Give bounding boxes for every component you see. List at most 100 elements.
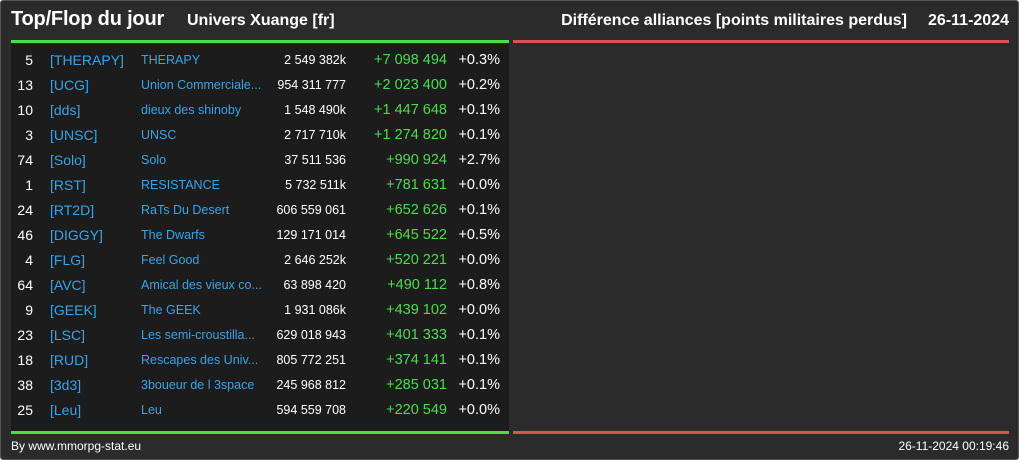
alliance-tag-link[interactable]: [RUD]: [50, 352, 89, 368]
points-cell: 2 646 252k: [284, 253, 346, 267]
alliance-name-link[interactable]: Les semi-croustilla...: [141, 328, 255, 342]
alliance-tag-link[interactable]: [3d3]: [50, 377, 82, 393]
points-cell: 805 772 251: [276, 353, 346, 367]
rank-cell: 24: [17, 202, 33, 218]
alliance-tag-link[interactable]: [RT2D]: [50, 202, 95, 218]
rank-cell: 1: [25, 177, 33, 193]
rank-cell: 10: [17, 102, 33, 118]
metric-label: Différence alliances [points militaires …: [561, 12, 907, 29]
table-row: 5 [THERAPY] THERAPY 2 549 382k +7 098 494 +0.…: [11, 48, 509, 73]
percent-cell: +0.0%: [458, 252, 500, 268]
date-label: 26-11-2024: [928, 12, 1009, 29]
points-cell: 129 171 014: [276, 228, 346, 242]
percent-cell: +0.0%: [458, 402, 500, 418]
table-row: 46 [DIGGY] The Dwarfs 129 171 014 +645 522 +0…: [11, 223, 509, 248]
alliance-name-link[interactable]: THERAPY: [141, 53, 201, 67]
table-row: 18 [RUD] Rescapes des Univ... 805 772 251 +3…: [11, 348, 509, 373]
points-cell: 63 898 420: [283, 278, 346, 292]
rank-cell: 18: [17, 352, 33, 368]
alliance-name-link[interactable]: The Dwarfs: [141, 228, 205, 242]
points-cell: 629 018 943: [276, 328, 346, 342]
difference-cell: +781 631: [386, 177, 447, 193]
percent-cell: +0.2%: [458, 77, 500, 93]
top-list-panel: 5 [THERAPY] THERAPY 2 549 382k +7 098 494 +0.…: [11, 44, 509, 432]
percent-cell: +0.0%: [458, 177, 500, 193]
table-row: 4 [FLG] Feel Good 2 646 252k +520 221 +0.0%: [11, 248, 509, 273]
alliance-name-link[interactable]: Amical des vieux co...: [141, 278, 262, 292]
rank-cell: 5: [25, 52, 33, 68]
alliance-name-link[interactable]: Rescapes des Univ...: [141, 353, 259, 367]
table-row: 3 [UNSC] UNSC 2 717 710k +1 274 820 +0.1%: [11, 123, 509, 148]
alliance-name-link[interactable]: Union Commerciale...: [141, 78, 262, 92]
difference-cell: +1 274 820: [374, 127, 447, 143]
difference-cell: +990 924: [386, 152, 447, 168]
bottom-divider-red: [513, 431, 1009, 434]
percent-cell: +0.1%: [458, 327, 500, 343]
points-cell: 1 548 490k: [284, 103, 346, 117]
alliance-tag-link[interactable]: [DIGGY]: [50, 227, 103, 243]
flop-list-panel: [513, 44, 1009, 432]
alliance-name-link[interactable]: dieux des shinoby: [141, 103, 242, 117]
alliance-name-link[interactable]: 3boueur de l 3space: [141, 378, 255, 392]
difference-cell: +439 102: [386, 302, 447, 318]
alliance-name-link[interactable]: Feel Good: [141, 253, 200, 267]
points-cell: 2 717 710k: [284, 128, 346, 142]
points-cell: 594 559 708: [276, 403, 346, 417]
points-cell: 37 511 536: [284, 153, 346, 167]
table-row: 23 [LSC] Les semi-croustilla... 629 018 943…: [11, 323, 509, 348]
rank-cell: 13: [17, 77, 33, 93]
rank-cell: 4: [25, 252, 33, 268]
alliance-tag-link[interactable]: [LSC]: [50, 327, 86, 343]
points-cell: 245 968 812: [276, 378, 346, 392]
rank-cell: 25: [17, 402, 33, 418]
rank-cell: 38: [17, 377, 33, 393]
top-divider-red: [513, 40, 1009, 43]
points-cell: 954 311 777: [277, 78, 346, 92]
header: Top/Flop du jour Univers Xuange [fr] Dif…: [1, 1, 1018, 41]
table-row: 64 [AVC] Amical des vieux co... 63 898 420 +…: [11, 273, 509, 298]
top-divider-green: [11, 40, 509, 43]
alliance-name-link[interactable]: The GEEK: [141, 303, 201, 317]
table-row: 74 [Solo] Solo 37 511 536 +990 924 +2.7%: [11, 148, 509, 173]
alliance-tag-link[interactable]: [RST]: [50, 177, 86, 193]
table-row: 24 [RT2D] RaTs Du Desert 606 559 061 +652 62…: [11, 198, 509, 223]
generated-timestamp: 26-11-2024 00:19:46: [898, 439, 1009, 453]
points-cell: 606 559 061: [276, 203, 346, 217]
alliance-tag-link[interactable]: [AVC]: [50, 277, 86, 293]
table-row: 25 [Leu] Leu 594 559 708 +220 549 +0.0%: [11, 398, 509, 423]
alliance-name-link[interactable]: Solo: [141, 153, 167, 167]
points-cell: 5 732 511k: [285, 178, 346, 192]
alliance-tag-link[interactable]: [Solo]: [50, 152, 86, 168]
percent-cell: +0.1%: [458, 352, 500, 368]
alliance-name-link[interactable]: RESISTANCE: [141, 178, 220, 192]
percent-cell: +0.5%: [458, 227, 500, 243]
alliance-tag-link[interactable]: [UNSC]: [50, 127, 98, 143]
alliance-tag-link[interactable]: [UCG]: [50, 77, 89, 93]
table-row: 38 [3d3] 3boueur de l 3space 245 968 812 +28…: [11, 373, 509, 398]
difference-cell: +652 626: [386, 202, 447, 218]
alliance-name-link[interactable]: Leu: [141, 403, 162, 417]
table-row: 9 [GEEK] The GEEK 1 931 086k +439 102 +0.0%: [11, 298, 509, 323]
difference-cell: +7 098 494: [374, 52, 447, 68]
table-row: 13 [UCG] Union Commerciale... 954 311 777 +2…: [11, 73, 509, 98]
percent-cell: +0.0%: [458, 302, 500, 318]
page-title: Top/Flop du jour: [11, 8, 165, 30]
alliance-tag-link[interactable]: [FLG]: [50, 252, 86, 268]
site-credit: By www.mmorpg-stat.eu: [11, 439, 142, 453]
difference-cell: +1 447 648: [374, 102, 447, 118]
rank-cell: 64: [17, 277, 33, 293]
difference-cell: +2 023 400: [374, 77, 447, 93]
alliance-name-link[interactable]: RaTs Du Desert: [141, 203, 230, 217]
difference-cell: +220 549: [386, 402, 447, 418]
alliance-tag-link[interactable]: [THERAPY]: [50, 52, 124, 68]
rank-cell: 23: [17, 327, 33, 343]
alliance-tag-link[interactable]: [GEEK]: [50, 302, 97, 318]
alliance-tag-link[interactable]: [Leu]: [50, 402, 82, 418]
alliance-tag-link[interactable]: [dds]: [50, 102, 81, 118]
bottom-divider-green: [11, 431, 509, 434]
alliance-name-link[interactable]: UNSC: [141, 128, 177, 142]
percent-cell: +0.1%: [458, 127, 500, 143]
rank-cell: 9: [25, 302, 33, 318]
rank-cell: 46: [17, 227, 33, 243]
percent-cell: +0.8%: [458, 277, 500, 293]
